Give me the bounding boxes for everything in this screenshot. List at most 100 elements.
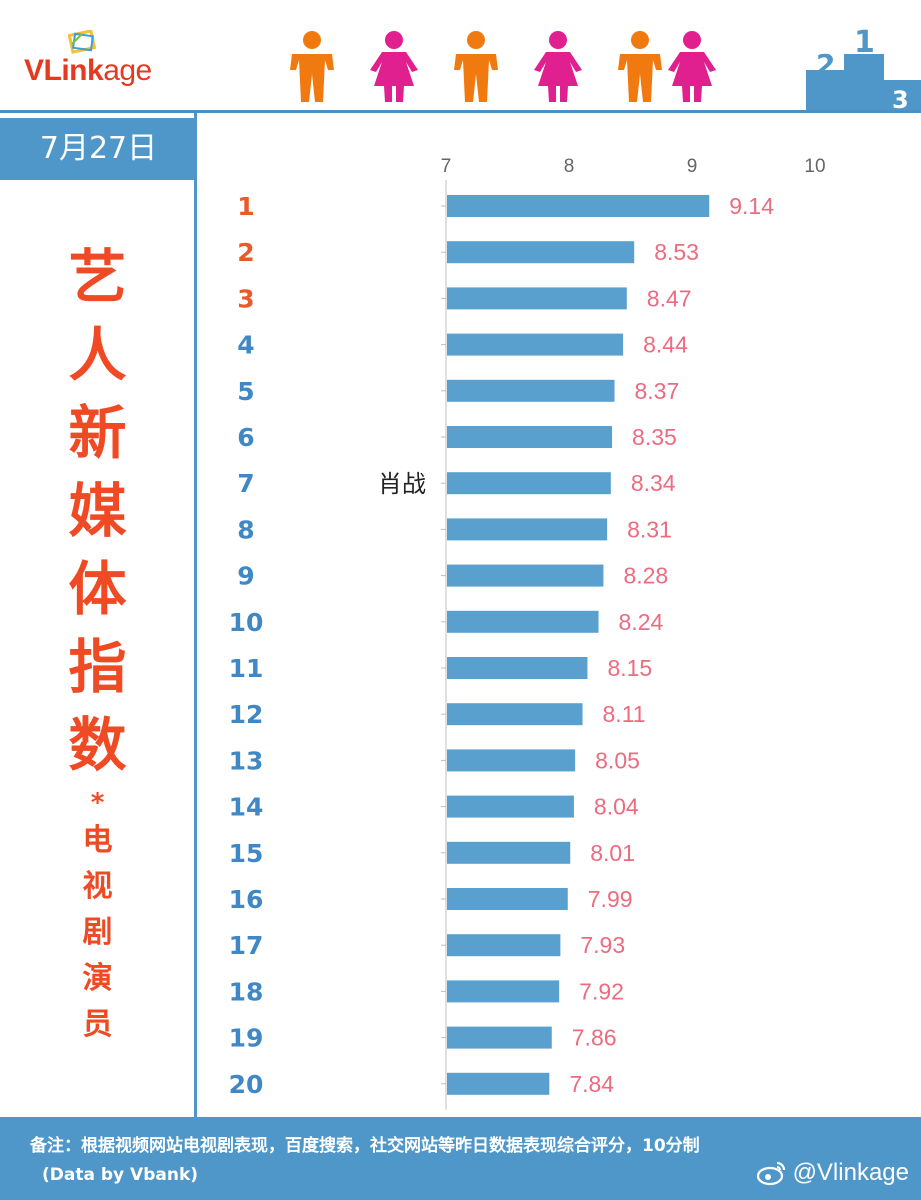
woman-icon xyxy=(370,31,418,102)
rank-label: 15 xyxy=(229,839,264,868)
svg-text:1: 1 xyxy=(854,25,875,60)
title-char: 新 xyxy=(68,399,127,467)
value-label: 8.44 xyxy=(643,332,688,358)
subtitle-char: 演 xyxy=(82,961,113,996)
rank-label: 17 xyxy=(229,931,264,960)
rank-label: 7 xyxy=(237,469,254,498)
svg-text:2: 2 xyxy=(816,48,835,81)
man-icon xyxy=(454,31,498,102)
rank-label: 9 xyxy=(237,562,254,591)
value-label: 9.14 xyxy=(729,193,774,219)
weibo-icon xyxy=(756,1161,785,1186)
weibo-handle-text: @Vlinkage xyxy=(792,1159,909,1186)
logo-text-rest: age xyxy=(103,54,152,87)
value-label: 8.05 xyxy=(595,747,640,773)
svg-text:3: 3 xyxy=(892,86,909,112)
bar xyxy=(447,564,604,587)
value-label: 8.37 xyxy=(635,378,680,404)
rank-label: 18 xyxy=(229,977,264,1006)
bar xyxy=(447,287,627,310)
vertical-title: 艺 人 新 媒 体 指 数 * 电 视 剧 演 员 xyxy=(50,238,145,1048)
man-icon xyxy=(618,31,662,102)
date-label: 7月27日 xyxy=(0,118,197,180)
logo-text-bold: VLink xyxy=(24,54,104,87)
logo-text: VLinkage xyxy=(24,54,152,88)
value-label: 7.86 xyxy=(572,1025,617,1051)
bar xyxy=(447,980,560,1003)
logo-frame-icon xyxy=(68,30,97,54)
rank-label: 16 xyxy=(229,885,264,914)
vlinkage-logo: VLinkage xyxy=(24,30,194,90)
ranking-bar-chart: 7 8 9 10 1 9.14 2 8.53 3 8.47 4 8.44 5 8.37 6 8.35 7 肖战 8.… xyxy=(229,156,826,1110)
bar xyxy=(447,518,608,541)
people-icons xyxy=(282,30,722,108)
subtitle-char: 剧 xyxy=(82,915,113,950)
footer: 备注：根据视频网站电视剧表现，百度搜索，社交网站等昨日数据表现综合评分，10分制… xyxy=(0,1117,921,1200)
x-tick-label: 8 xyxy=(564,156,575,177)
bar xyxy=(447,426,613,448)
value-label: 8.15 xyxy=(607,655,652,681)
woman-icon xyxy=(534,31,582,102)
bar xyxy=(447,841,571,864)
title-char: 媒 xyxy=(68,477,127,545)
bar xyxy=(447,610,599,633)
bar xyxy=(447,888,568,910)
podium-icon: 2 1 3 xyxy=(806,25,921,112)
rank-label: 5 xyxy=(237,377,254,406)
x-tick-label: 10 xyxy=(804,156,825,177)
header: VLinkage 2 1 3 xyxy=(0,0,921,112)
value-label: 8.35 xyxy=(632,424,677,450)
bar xyxy=(447,795,574,818)
value-label: 8.04 xyxy=(594,794,639,820)
value-label: 7.92 xyxy=(579,978,624,1004)
bar xyxy=(447,195,710,217)
bar xyxy=(447,934,561,957)
rank-label: 4 xyxy=(237,331,254,360)
title-char: 人 xyxy=(68,321,127,389)
title-star: * xyxy=(90,788,105,818)
value-label: 7.84 xyxy=(569,1071,614,1097)
footer-data-source: (Data by Vbank) xyxy=(42,1165,199,1185)
x-tick-label: 7 xyxy=(441,156,452,177)
value-label: 8.01 xyxy=(590,840,635,866)
rank-label: 2 xyxy=(237,238,254,267)
rank-label: 12 xyxy=(229,700,264,729)
value-label: 8.34 xyxy=(631,470,676,496)
bar xyxy=(447,333,624,356)
subtitle-char: 电 xyxy=(82,823,113,858)
value-label: 8.28 xyxy=(623,563,668,589)
title-char: 体 xyxy=(68,555,127,623)
rank-label: 11 xyxy=(229,654,264,683)
bar xyxy=(447,749,576,772)
title-char: 艺 xyxy=(68,243,127,311)
subtitle-char: 员 xyxy=(82,1007,113,1042)
value-label: 7.99 xyxy=(588,886,633,912)
header-divider xyxy=(0,110,921,113)
artist-label: 肖战 xyxy=(378,470,426,498)
value-label: 7.93 xyxy=(580,932,625,958)
rank-label: 10 xyxy=(229,608,264,637)
value-label: 8.47 xyxy=(647,285,692,311)
value-label: 8.11 xyxy=(603,701,646,727)
value-label: 8.53 xyxy=(654,239,699,265)
rank-label: 1 xyxy=(237,192,254,221)
title-char: 指 xyxy=(68,633,127,701)
weibo-handle[interactable]: @Vlinkage xyxy=(756,1159,909,1187)
rank-label: 13 xyxy=(229,746,264,775)
rank-label: 6 xyxy=(237,423,254,452)
rank-label: 8 xyxy=(237,515,254,544)
rank-label: 3 xyxy=(237,284,254,313)
title-char: 数 xyxy=(68,711,127,779)
x-tick-label: 9 xyxy=(687,156,698,177)
footer-note: 备注：根据视频网站电视剧表现，百度搜索，社交网站等昨日数据表现综合评分，10分制 xyxy=(30,1136,700,1156)
bar xyxy=(447,241,635,264)
bar xyxy=(447,1072,550,1095)
value-label: 8.24 xyxy=(619,609,664,635)
bar xyxy=(447,379,615,402)
value-label: 8.31 xyxy=(627,516,672,542)
woman-icon xyxy=(668,31,716,102)
sidebar-divider xyxy=(194,113,197,1118)
rank-label: 19 xyxy=(229,1024,264,1053)
subtitle-char: 视 xyxy=(82,869,113,904)
man-icon xyxy=(290,31,334,102)
